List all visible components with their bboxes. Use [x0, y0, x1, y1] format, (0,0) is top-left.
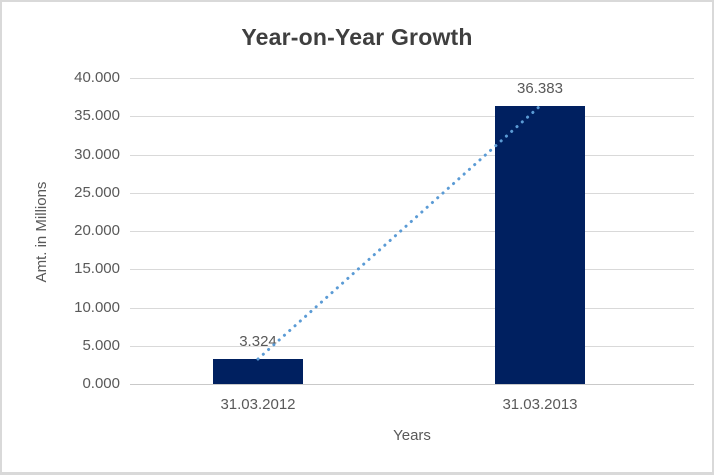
- y-tick-label: 30.000: [74, 146, 120, 163]
- y-gridline: [130, 231, 694, 232]
- data-label: 3.324: [239, 333, 277, 350]
- plot-area: 3.324 36.383: [130, 78, 694, 385]
- chart-title: Year-on-Year Growth: [241, 24, 473, 50]
- y-tick-label: 35.000: [74, 107, 120, 124]
- y-tick-label: 10.000: [74, 299, 120, 316]
- bar-31.03.2012: [213, 359, 303, 384]
- x-tick-label: 31.03.2013: [502, 396, 578, 413]
- y-tick-label: 5.000: [82, 337, 120, 354]
- y-gridline: [130, 269, 694, 270]
- x-axis-title: Years: [393, 427, 431, 444]
- y-gridline: [130, 78, 694, 79]
- y-tick-label: 40.000: [74, 69, 120, 86]
- y-gridline: [130, 308, 694, 309]
- y-tick-label: 25.000: [74, 184, 120, 201]
- y-tick-label: 20.000: [74, 222, 120, 239]
- y-tick-label: 15.000: [74, 260, 120, 277]
- y-gridline: [130, 116, 694, 117]
- y-gridline: [130, 193, 694, 194]
- y-tick-label: 0.000: [82, 375, 120, 392]
- bar-31.03.2013: [495, 106, 585, 384]
- data-label: 36.383: [517, 80, 563, 97]
- x-axis-line: [130, 384, 694, 385]
- x-tick-label: 31.03.2012: [220, 396, 296, 413]
- y-gridline: [130, 155, 694, 156]
